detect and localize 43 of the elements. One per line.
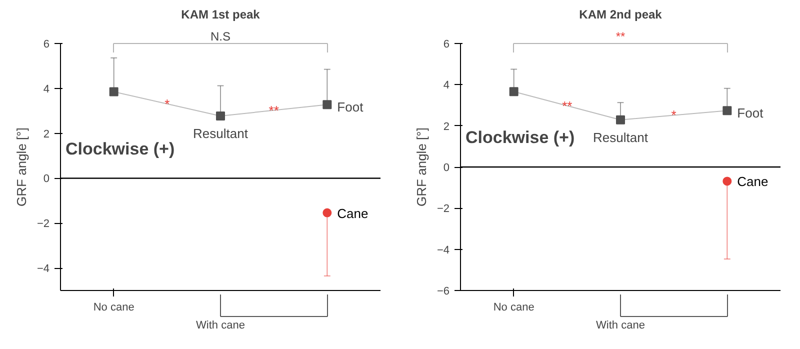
y-tick-label: −2 — [36, 218, 50, 230]
annotation: * — [671, 108, 676, 123]
annotation: ** — [616, 30, 626, 44]
point — [216, 112, 225, 121]
point — [322, 208, 332, 218]
point — [616, 115, 625, 124]
series-label: Cane — [737, 174, 768, 190]
y-tick-label: 0 — [43, 173, 50, 186]
x-tick-label: No cane — [93, 302, 134, 314]
annotation: Clockwise (+) — [66, 139, 175, 158]
annotation: ** — [268, 102, 279, 118]
text: With cane — [596, 320, 645, 332]
y-tick-label: −2 — [436, 203, 450, 216]
annotation: Clockwise (+) — [466, 128, 575, 148]
y-tick-label: 2 — [43, 128, 50, 140]
y-tick-label: 2 — [443, 120, 450, 133]
annotation: N.S — [210, 30, 231, 44]
annotation: ** — [562, 98, 572, 114]
y-axis-title: GRF angle [°] — [14, 128, 29, 206]
y-tick-label: −4 — [436, 244, 450, 256]
y-tick-label: 4 — [443, 80, 450, 92]
chart-title: KAM 2nd peak — [579, 8, 662, 22]
point — [509, 87, 518, 96]
annotation: * — [164, 96, 170, 112]
text: With cane — [196, 320, 245, 332]
annotation: Resultant — [593, 130, 648, 145]
y-tick-label: 6 — [43, 38, 50, 50]
point — [722, 176, 732, 186]
y-tick-label: 0 — [443, 162, 450, 174]
y-axis-title: GRF angle [°] — [414, 128, 429, 206]
y-tick-label: −4 — [36, 263, 50, 276]
chart-title: KAM 1st peak — [181, 8, 260, 22]
annotation: Foot — [337, 100, 364, 115]
annotation: Resultant — [193, 126, 248, 142]
y-tick-label: 6 — [443, 38, 450, 50]
point — [722, 106, 732, 116]
x-tick-label: No cane — [493, 302, 534, 314]
y-tick-label: 4 — [43, 83, 50, 96]
point — [322, 100, 332, 110]
point — [109, 87, 118, 96]
y-tick-label: −6 — [436, 286, 450, 298]
series-label: Cane — [337, 206, 368, 221]
annotation: Foot — [737, 106, 764, 121]
